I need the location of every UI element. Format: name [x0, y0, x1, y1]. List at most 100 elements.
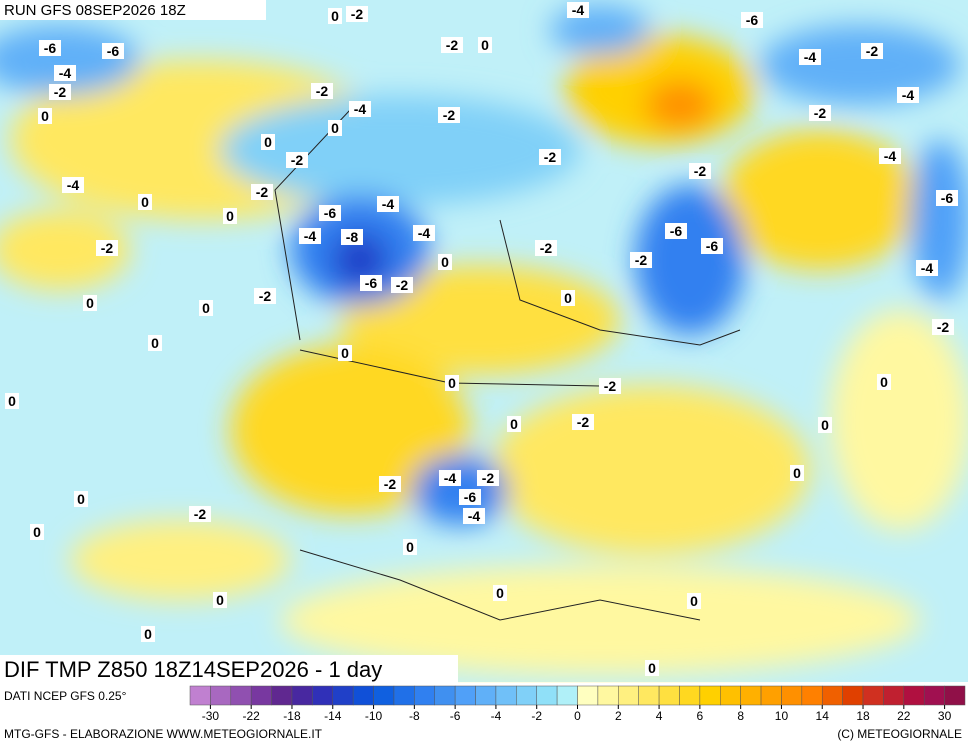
- contour-label-box: [148, 335, 162, 351]
- title-box: [0, 655, 458, 683]
- contour-label: -2: [396, 277, 409, 293]
- contour-label: -4: [382, 196, 395, 212]
- contour-label: -6: [941, 190, 954, 206]
- contour-label-box: [138, 194, 152, 210]
- contour-label: -6: [324, 205, 337, 221]
- colorbar-tick-label: 4: [656, 709, 663, 723]
- source-label: DATI NCEP GFS 0.25°: [4, 689, 127, 703]
- contour-label-box: [377, 196, 399, 212]
- contour-label-box: [341, 229, 363, 245]
- color-box: [781, 685, 803, 706]
- contour-label-box: [39, 40, 61, 56]
- contour-label-box: [49, 84, 71, 100]
- contour-label: -2: [384, 476, 397, 492]
- colorbar-tick-label: -6: [450, 709, 461, 723]
- footer-right: (C) METEOGIORNALE: [837, 727, 962, 741]
- contour-label: -2: [577, 414, 590, 430]
- colorbar-tick-label: -22: [243, 709, 261, 723]
- colorbar-tick-label: 14: [816, 709, 830, 723]
- contour-label: 0: [441, 254, 449, 270]
- contour-label: -6: [746, 12, 759, 28]
- contour-label-box: [319, 205, 341, 221]
- contour-label: -4: [59, 65, 72, 81]
- contour-label-box: [689, 163, 711, 179]
- contour-label: -2: [694, 163, 707, 179]
- contour-label-box: [572, 414, 594, 430]
- contour-label-box: [877, 374, 891, 390]
- contour-label: 0: [151, 335, 159, 351]
- color-box: [230, 685, 252, 706]
- contour-label: -2: [194, 506, 207, 522]
- contour-label-box: [932, 319, 954, 335]
- contour-label-box: [38, 108, 52, 124]
- color-box: [883, 685, 905, 706]
- contour-label-box: [507, 416, 521, 432]
- colorbar-tick-label: -18: [283, 709, 301, 723]
- contour-label-box: [141, 626, 155, 642]
- color-box: [862, 685, 884, 706]
- contour-label: 0: [510, 416, 518, 432]
- contour-label: -2: [54, 84, 67, 100]
- color-box: [638, 685, 660, 706]
- contour-label: -2: [291, 152, 304, 168]
- contour-label-box: [445, 375, 459, 391]
- contour-label: 0: [821, 417, 829, 433]
- contour-label: 0: [496, 585, 504, 601]
- color-box: [618, 685, 639, 706]
- contour-label-box: [338, 345, 352, 361]
- color-box: [577, 685, 599, 706]
- contour-label-box: [346, 6, 368, 22]
- contour-label: 0: [226, 208, 234, 224]
- contour-label: -6: [706, 238, 719, 254]
- contour-label: 0: [690, 593, 698, 609]
- contour-label-box: [599, 378, 621, 394]
- contour-label-box: [818, 417, 832, 433]
- map-field: [0, 0, 968, 682]
- colorbar-tick-label: -2: [531, 709, 542, 723]
- contour-label: -6: [365, 275, 378, 291]
- colorbar-tick-label: 0: [574, 709, 581, 723]
- contour-label-box: [96, 240, 118, 256]
- color-box: [291, 685, 313, 706]
- color-box: [332, 685, 354, 706]
- contour-label: 0: [331, 120, 339, 136]
- contour-label: 0: [41, 108, 49, 124]
- color-box: [475, 685, 497, 706]
- contour-label-box: [459, 489, 481, 505]
- contour-label: -4: [67, 177, 80, 193]
- contour-label: -2: [482, 470, 495, 486]
- contour-label-box: [286, 152, 308, 168]
- color-box: [720, 685, 741, 706]
- color-box: [536, 685, 558, 706]
- color-box: [760, 685, 782, 706]
- contour-label-box: [477, 470, 499, 486]
- contour-label: -4: [304, 228, 317, 244]
- color-box: [821, 685, 843, 706]
- contour-label: -4: [572, 2, 585, 18]
- contour-label: -6: [670, 223, 683, 239]
- colorbar-tick-label: 6: [697, 709, 704, 723]
- contour-label: -2: [544, 149, 557, 165]
- contour-label-box: [413, 225, 435, 241]
- contour-label: -2: [604, 378, 617, 394]
- contour-label: -2: [256, 184, 269, 200]
- color-box: [556, 685, 578, 706]
- contour-label-box: [391, 277, 413, 293]
- map-title: DIF TMP Z850 18Z14SEP2026 - 1 day: [4, 657, 382, 682]
- contour-label-box: [567, 2, 589, 18]
- contour-label-box: [879, 148, 901, 164]
- contour-label: 0: [880, 374, 888, 390]
- contour-label: -2: [540, 240, 553, 256]
- contour-label: -4: [354, 101, 367, 117]
- contour-label-box: [809, 105, 831, 121]
- color-box: [699, 685, 721, 706]
- contour-label-box: [790, 465, 804, 481]
- contour-label-box: [223, 208, 237, 224]
- contour-label: 0: [141, 194, 149, 210]
- colorbar-tick-label: -8: [409, 709, 420, 723]
- run-label: RUN GFS 08SEP2026 18Z: [4, 2, 186, 19]
- contour-label-box: [539, 149, 561, 165]
- contour-label: -2: [866, 43, 879, 59]
- contour-label-box: [328, 120, 342, 136]
- contour-label-box: [311, 83, 333, 99]
